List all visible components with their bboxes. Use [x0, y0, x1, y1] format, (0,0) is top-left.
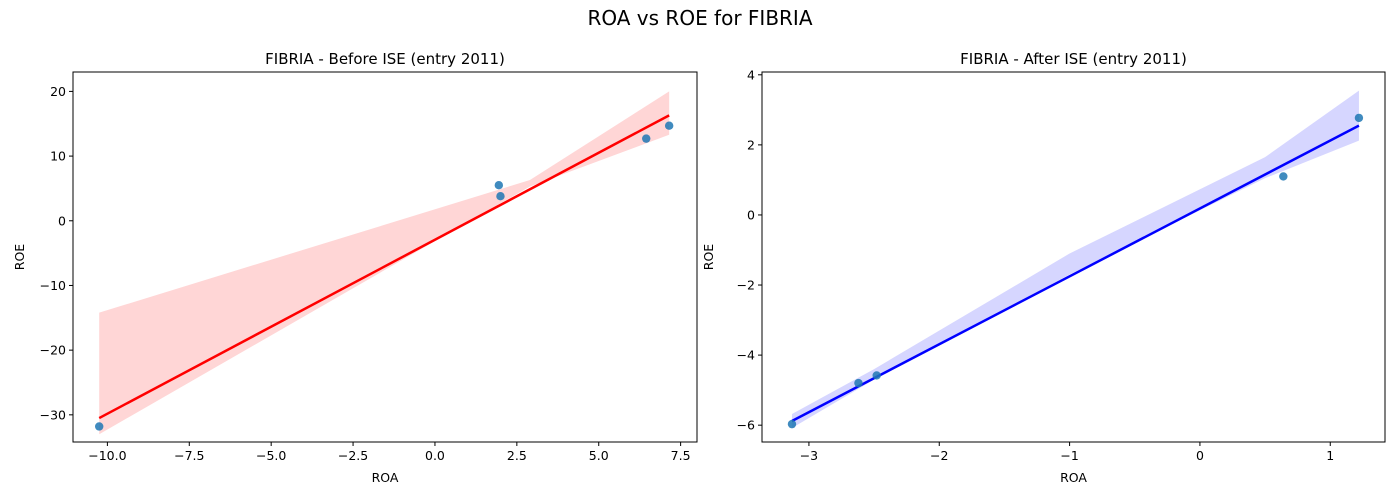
y-tick-label: 10: [50, 149, 66, 164]
y-tick-label: 0: [747, 207, 755, 222]
scatter-point: [642, 134, 651, 143]
scatter-point: [1279, 172, 1288, 181]
x-tick-label: −3: [800, 448, 818, 463]
y-tick-label: −30: [40, 407, 66, 422]
x-tick-label: 0: [1196, 448, 1204, 463]
subplot-1: −10.0 −7.5 −5.0 −2.5 0.0 2.5 5.0 7.5 −30 −20 −10 0 1…: [12, 50, 698, 485]
scatter-point: [787, 419, 797, 429]
x-tick-label: −2: [930, 448, 948, 463]
y-tick-label: −6: [737, 418, 755, 433]
x-tick-label: 5.0: [589, 448, 609, 463]
y-tick-label: 20: [50, 84, 66, 99]
x-tick-label: 7.5: [671, 448, 691, 463]
scatter-point: [494, 180, 504, 190]
axes-frame: [72, 71, 698, 443]
confidence-band: [791, 90, 1359, 428]
y-tick-label: 4: [747, 67, 755, 82]
y-tick-label: −2: [737, 278, 755, 293]
scatter-point: [854, 378, 863, 388]
x-tick-label: −2.5: [338, 448, 368, 463]
scatter-point: [664, 121, 674, 130]
figure-suptitle: ROA vs ROE for FIBRIA: [587, 6, 812, 30]
subplot-title: FIBRIA - After ISE (entry 2011): [960, 50, 1187, 68]
x-tick-label: 1: [1326, 448, 1334, 463]
y-tick-label: 0: [58, 213, 66, 228]
y-axis-label: ROE: [701, 244, 716, 271]
y-axis-label: ROE: [12, 244, 27, 271]
scatter-point: [496, 191, 505, 201]
x-tick-label: −5.0: [256, 448, 286, 463]
x-tick-label: −10.0: [88, 448, 126, 463]
y-tick-label: −20: [40, 343, 66, 358]
x-tick-label: −1: [1060, 448, 1078, 463]
y-tick-label: −4: [737, 348, 755, 363]
subplot-title: FIBRIA - Before ISE (entry 2011): [265, 50, 505, 68]
regression-line: [791, 124, 1360, 423]
x-axis-label: ROA: [372, 470, 399, 485]
scatter-point: [1354, 113, 1364, 123]
y-tick-label: 2: [747, 137, 755, 152]
regression-line: [98, 114, 670, 420]
x-tick-label: 0.0: [425, 448, 445, 463]
scatter-point: [872, 371, 881, 380]
x-axis-label: ROA: [1060, 470, 1087, 485]
scatter-point: [95, 422, 104, 431]
x-tick-label: 2.5: [507, 448, 527, 463]
subplot-2: −3 −2 −1 0 1 −6 −4 −2 0 2 4 FIBRIA - After ISE (ent…: [701, 50, 1386, 485]
y-tick-label: −10: [40, 278, 66, 293]
axes-frame: [761, 71, 1386, 443]
x-tick-label: −7.5: [174, 448, 204, 463]
confidence-band: [99, 91, 670, 435]
